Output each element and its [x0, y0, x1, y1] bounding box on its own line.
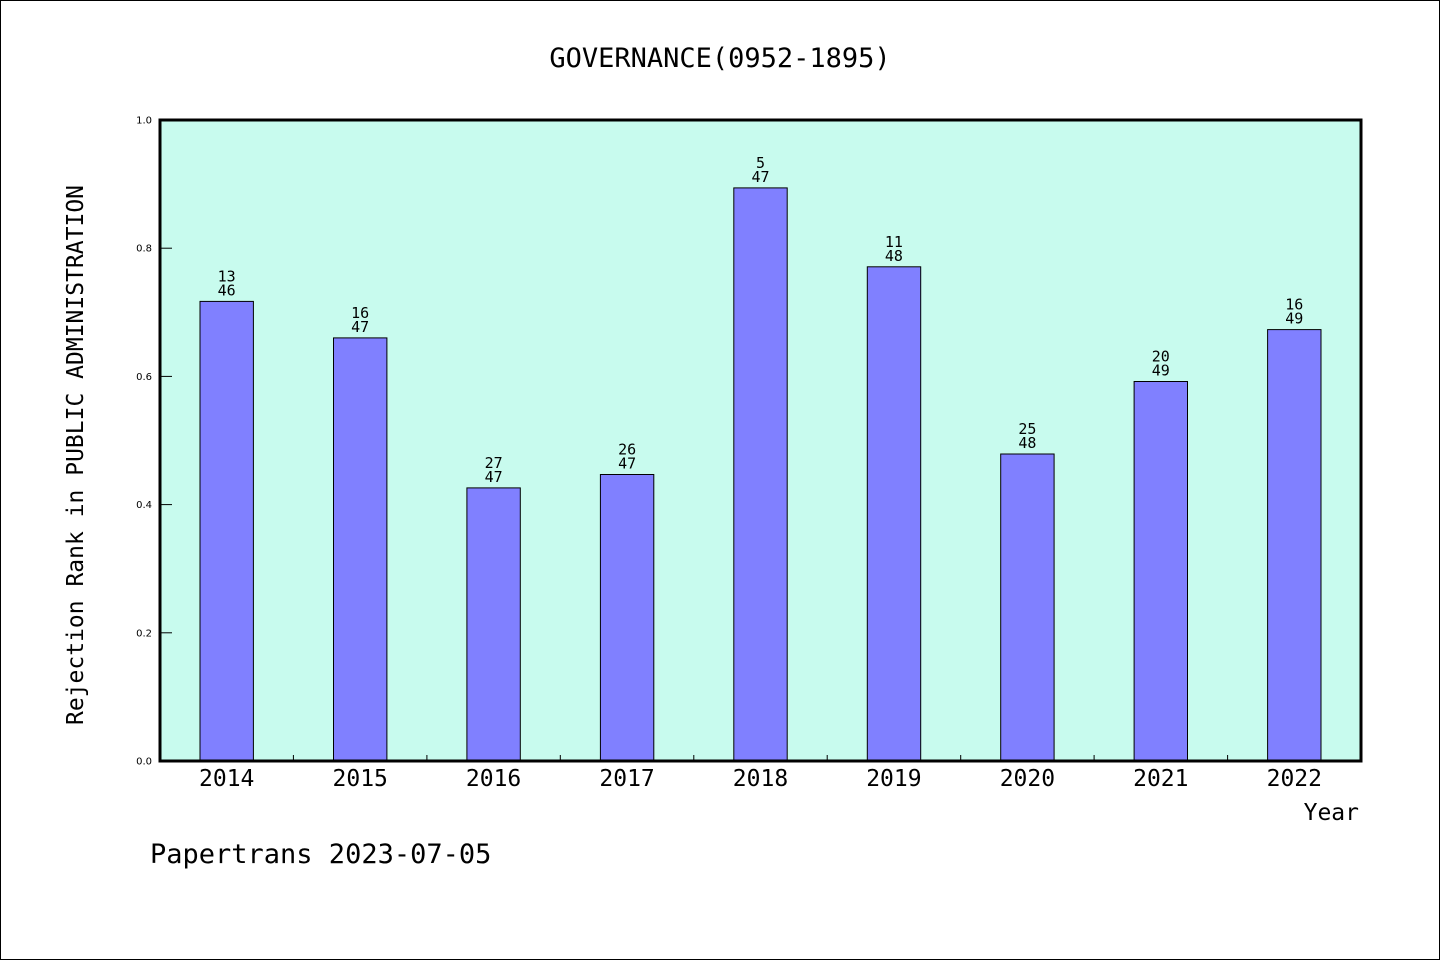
bar-label-rank-2022: 16: [1285, 296, 1303, 314]
bar-2019: [866, 266, 922, 762]
x-tick-label-2021: 2021: [1133, 766, 1188, 792]
bars-group: [199, 187, 1322, 762]
x-tick-label-2022: 2022: [1267, 766, 1322, 792]
bar-2021: [1133, 381, 1188, 762]
y-axis: 0.0 0.2 0.4 0.6 0.8 1.0: [136, 116, 172, 768]
bar-label-total-2015: 47: [351, 318, 369, 336]
y-axis-label: Rejection Rank in PUBLIC ADMINISTRATION: [63, 185, 89, 725]
x-tick-label-2014: 2014: [199, 766, 254, 792]
bar-label-total-2020: 48: [1018, 434, 1036, 452]
footer-text: Papertrans 2023-07-05: [150, 839, 491, 870]
y-tick-label-0.0: 0.0: [136, 757, 152, 768]
bar-2015: [333, 337, 388, 762]
bar-2018: [733, 187, 788, 762]
bar-2016: [466, 487, 521, 762]
bar-2022: [1267, 329, 1322, 762]
x-tick-label-2020: 2020: [1000, 766, 1055, 792]
bar-label-rank-2021: 20: [1152, 348, 1170, 366]
bar-label-rank-2020: 25: [1018, 420, 1036, 438]
bar-label-total-2016: 47: [485, 468, 503, 486]
bar-label-total-2021: 49: [1152, 362, 1170, 380]
x-axis-label: Year: [1304, 800, 1359, 826]
y-tick-label-0.8: 0.8: [136, 244, 152, 255]
y-tick-label-1.0: 1.0: [136, 116, 152, 127]
bar-label-total-2014: 46: [218, 281, 236, 299]
x-tick-label-2018: 2018: [733, 766, 788, 792]
chart-title: GOVERNANCE(0952-1895): [549, 43, 890, 74]
bar-label-rank-2019: 11: [885, 233, 903, 251]
plot-border: [158, 118, 1363, 763]
bar-label-rank-2016: 27: [485, 454, 503, 472]
x-tick-label-2016: 2016: [466, 766, 521, 792]
bar-label-total-2019: 48: [885, 247, 903, 265]
y-tick-label-0.4: 0.4: [136, 500, 152, 511]
x-tick-label-2019: 2019: [866, 766, 921, 792]
bar-label-rank-2017: 26: [618, 441, 636, 459]
bar-2017: [599, 474, 655, 762]
bar-label-rank-2014: 13: [218, 267, 236, 285]
bar-2020: [1000, 453, 1055, 762]
y-tick-label-0.6: 0.6: [136, 372, 152, 383]
x-axis: 2014 2015 2016 2017 2018 2019 2020 2021 2022: [199, 755, 1322, 792]
bar-label-rank-2018: 5: [756, 154, 765, 172]
bar-label-total-2022: 49: [1285, 310, 1303, 328]
x-tick-label-2017: 2017: [599, 766, 654, 792]
bar-label-total-2018: 47: [751, 168, 769, 186]
y-tick-label-0.2: 0.2: [136, 628, 152, 639]
x-tick-label-2015: 2015: [333, 766, 388, 792]
bar-label-total-2017: 47: [618, 455, 636, 473]
bar-2014: [199, 300, 254, 762]
bar-label-rank-2015: 16: [351, 304, 369, 322]
